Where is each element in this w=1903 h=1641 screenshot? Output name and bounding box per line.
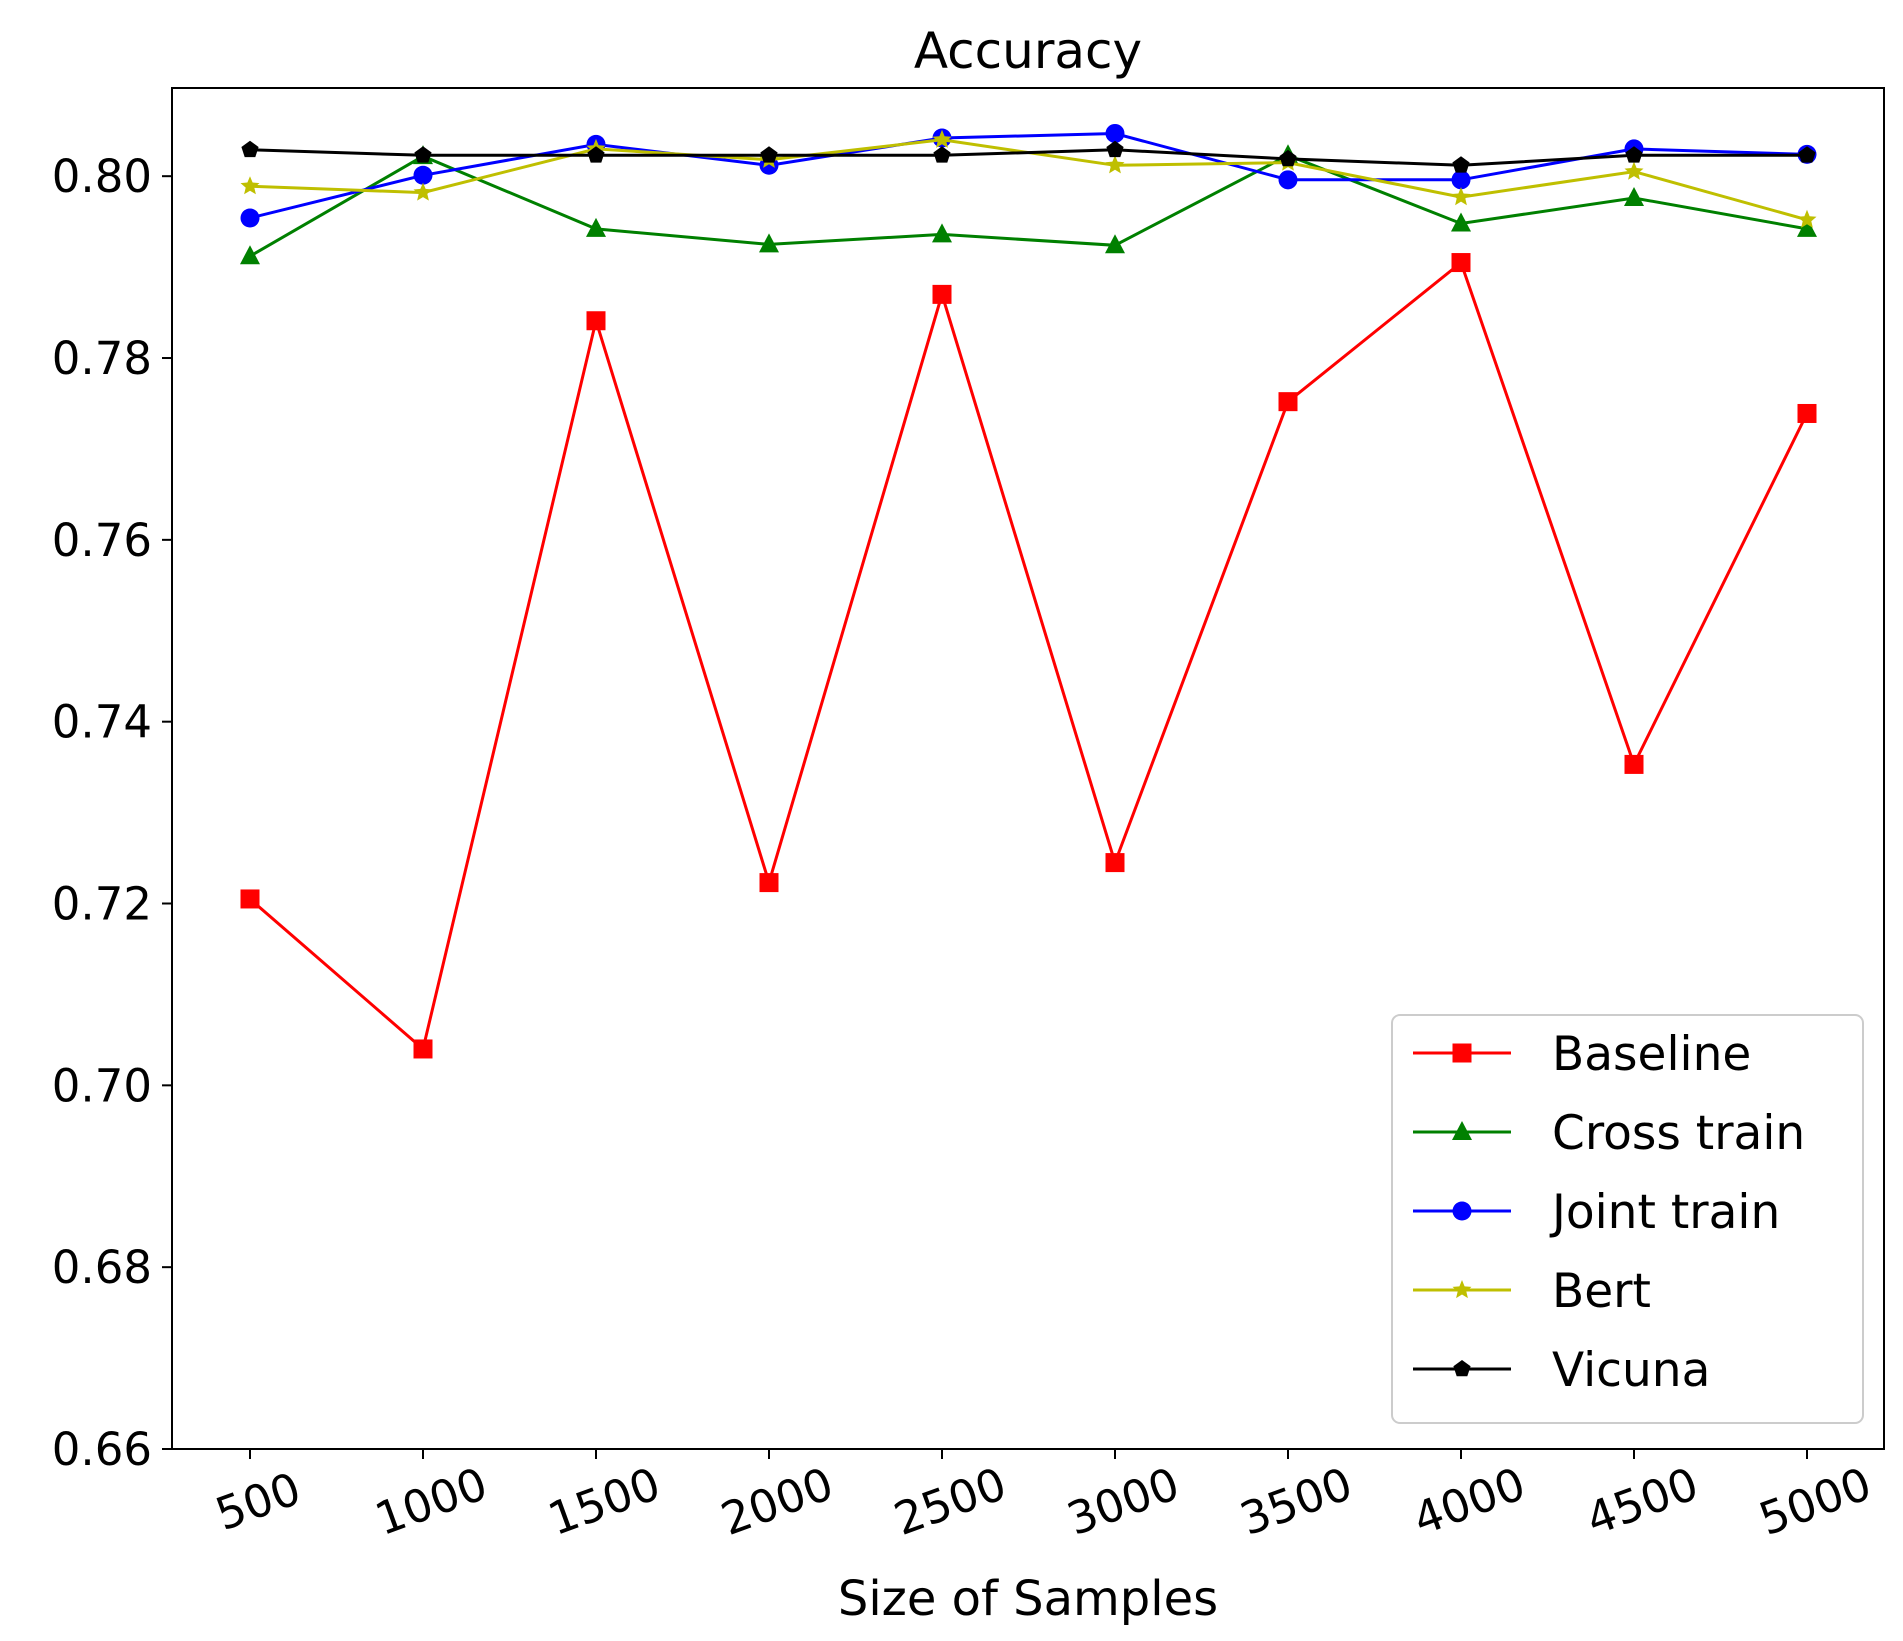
- data-point: [241, 140, 259, 158]
- data-point: [1451, 253, 1471, 273]
- data-point: [932, 129, 952, 148]
- data-point: [586, 311, 606, 331]
- x-axis-label: Size of Samples: [838, 1571, 1218, 1627]
- legend-label: Cross train: [1552, 1106, 1805, 1161]
- data-point: [932, 284, 952, 304]
- data-point: [1106, 140, 1124, 158]
- legend-label: Vicuna: [1552, 1343, 1710, 1398]
- series-line: [249, 260, 1809, 1052]
- data-point: [933, 146, 951, 163]
- data-point: [1798, 146, 1816, 163]
- data-point: [1105, 155, 1125, 174]
- series-baseline: [240, 253, 1817, 1059]
- series-vicuna: [241, 140, 1816, 173]
- y-tick-label: 0.74: [52, 696, 152, 749]
- data-point: [240, 176, 260, 195]
- y-tick-label: 0.66: [52, 1423, 152, 1476]
- data-point: [1451, 212, 1471, 232]
- y-tick-label: 0.80: [52, 150, 152, 203]
- legend-box: [1391, 1014, 1864, 1424]
- legend-marker: [1452, 1121, 1472, 1140]
- series-line: [249, 148, 1807, 167]
- data-point: [1624, 187, 1644, 207]
- data-point: [240, 208, 260, 228]
- series-layer: [240, 123, 1817, 1059]
- legend-entry: Baseline: [1413, 1027, 1751, 1082]
- data-point: [587, 146, 605, 163]
- data-point: [759, 233, 779, 253]
- data-point: [1278, 392, 1298, 412]
- y-tick-label: 0.70: [52, 1059, 152, 1112]
- data-point: [1625, 146, 1643, 163]
- data-point: [932, 223, 952, 243]
- legend: Baseline Cross train Joint train Bert Vicuna: [1391, 1014, 1864, 1424]
- legend-entry: Joint train: [1413, 1185, 1780, 1240]
- data-point: [759, 873, 779, 893]
- data-point: [1105, 234, 1125, 254]
- legend-entry: Vicuna: [1413, 1343, 1710, 1398]
- y-axis-ticks: 0.66 0.68 0.70 0.72 0.74 0.76 0.78 0.80: [52, 150, 172, 1476]
- data-point: [414, 146, 432, 163]
- data-point: [1105, 123, 1125, 143]
- legend-label: Baseline: [1552, 1027, 1751, 1082]
- y-tick-label: 0.78: [52, 332, 152, 385]
- data-point: [1278, 170, 1298, 190]
- y-tick-label: 0.72: [52, 878, 152, 931]
- data-point: [1797, 209, 1817, 228]
- y-tick-label: 0.76: [52, 514, 152, 567]
- data-point: [1451, 170, 1471, 190]
- data-point: [1105, 853, 1125, 873]
- legend-marker: [1452, 1280, 1472, 1299]
- data-point: [1797, 403, 1817, 423]
- plot-frame: [171, 87, 1885, 1450]
- data-point: [1797, 217, 1817, 237]
- data-point: [1279, 149, 1297, 167]
- data-point: [1452, 156, 1470, 173]
- data-point: [413, 165, 433, 185]
- y-tick-label: 0.68: [52, 1241, 152, 1294]
- series-line: [249, 153, 1808, 258]
- data-point: [586, 217, 606, 237]
- data-point: [240, 245, 260, 265]
- data-point: [413, 1039, 433, 1059]
- chart-title: Accuracy: [914, 22, 1142, 80]
- legend-marker: [1452, 1201, 1472, 1221]
- legend-marker: [1452, 1043, 1472, 1063]
- data-point: [1451, 187, 1471, 206]
- legend-entry: Cross train: [1413, 1106, 1805, 1161]
- legend-marker: [1453, 1360, 1471, 1377]
- data-point: [240, 889, 260, 909]
- data-point: [413, 182, 433, 201]
- legend-label: Joint train: [1549, 1185, 1780, 1240]
- data-point: [760, 146, 778, 163]
- series-line: [249, 131, 1808, 220]
- data-point: [1624, 754, 1644, 774]
- data-point: [1624, 161, 1644, 180]
- legend-entry: Bert: [1413, 1264, 1651, 1319]
- legend-label: Bert: [1552, 1264, 1651, 1319]
